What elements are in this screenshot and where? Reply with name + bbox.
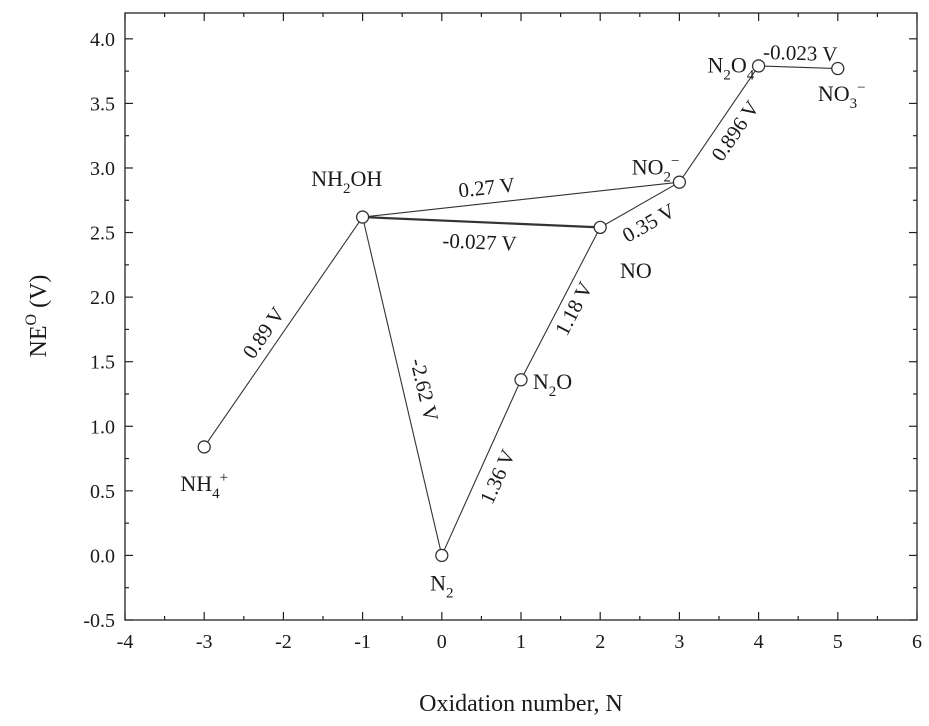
species-label-nh2oh: NH2OH xyxy=(311,166,382,197)
species-label-no3m: NO3− xyxy=(818,80,866,112)
point-nh4 xyxy=(197,440,211,454)
y-tick-label: -0.5 xyxy=(83,610,115,632)
y-tick-label: 0.5 xyxy=(90,481,115,503)
y-axis-title: NEO (V) xyxy=(23,275,52,358)
y-tick-label: 4.0 xyxy=(90,29,115,51)
x-tick-label: 6 xyxy=(912,631,922,653)
x-tick-label: 5 xyxy=(833,631,843,653)
segment-label: 0.35 V xyxy=(618,198,679,247)
species-label-no: NO xyxy=(620,258,652,283)
species-label-n2o4: N2O4 xyxy=(707,52,754,83)
segment-label: 1.36 V xyxy=(475,446,520,508)
y-tick-label: 1.5 xyxy=(90,352,115,374)
x-tick-label: 0 xyxy=(437,631,447,653)
segment-label: 0.27 V xyxy=(457,172,516,202)
x-tick-label: -1 xyxy=(354,631,371,653)
y-tick-label: 2.5 xyxy=(90,223,115,245)
segment-no2m-n2o4 xyxy=(678,65,760,183)
x-tick-label: -3 xyxy=(196,631,213,653)
point-no2m xyxy=(672,175,687,189)
segment-nh2oh-no2m xyxy=(362,181,680,218)
x-tick-label: 1 xyxy=(516,631,526,653)
point-no xyxy=(593,220,607,235)
segment-no-no2m xyxy=(599,181,680,228)
x-tick-label: 4 xyxy=(754,631,764,653)
y-tick-labels: -0.5 0.0 0.5 1.0 1.5 2.0 2.5 3.0 3.5 4.0 xyxy=(83,29,115,632)
y-tick-label: 2.0 xyxy=(90,287,115,309)
segment-nh2oh-no xyxy=(362,215,601,229)
segment-n2-n2o xyxy=(441,379,522,556)
point-n2 xyxy=(435,548,449,563)
axis-ticks xyxy=(124,13,918,621)
species-label-n2o: N2O xyxy=(533,369,572,400)
y-tick-label: 3.0 xyxy=(90,158,115,180)
x-tick-labels: -4 -3 -2 -1 0 1 2 3 4 5 6 xyxy=(117,631,922,653)
point-n2o4 xyxy=(751,59,766,73)
segment-label: 0.89 V xyxy=(238,303,290,363)
segment-nh4-nh2oh xyxy=(203,216,364,448)
x-tick-label: -2 xyxy=(275,631,292,653)
x-axis-title: Oxidation number, N xyxy=(419,691,623,717)
plot-frame xyxy=(124,12,918,621)
segment-label: -0.023 V xyxy=(763,40,838,66)
segment-nh2oh-n2 xyxy=(362,216,443,556)
species-label-no2m: NO2− xyxy=(632,153,680,185)
segment-labels: 0.89 V -2.62 V 1.36 V 1.18 V -0.027 V 0.27 V 0… xyxy=(238,40,838,508)
y-tick-label: 3.5 xyxy=(90,93,115,115)
y-tick-label: 1.0 xyxy=(90,416,115,438)
segment-label: -0.027 V xyxy=(442,228,517,255)
segment-label: -2.62 V xyxy=(405,356,443,424)
species-labels: NH4+ NH2OH N2 N2O NO NO2− N2O4 NO3− xyxy=(180,52,865,601)
segment-n2o-no xyxy=(520,227,601,381)
y-tick-label: 0.0 xyxy=(90,545,115,567)
point-no3m xyxy=(831,61,845,76)
point-n2o xyxy=(514,373,528,387)
point-nh2oh xyxy=(355,210,370,224)
species-label-nh4: NH4+ xyxy=(180,470,228,502)
segment-n2o4-no3m xyxy=(758,65,838,70)
segments xyxy=(203,65,838,556)
species-label-n2: N2 xyxy=(430,570,453,601)
data-points xyxy=(197,59,845,563)
x-tick-label: 2 xyxy=(595,631,605,653)
segment-label: 1.18 V xyxy=(550,278,597,339)
x-tick-label: -4 xyxy=(117,631,134,653)
x-tick-label: 3 xyxy=(674,631,684,653)
